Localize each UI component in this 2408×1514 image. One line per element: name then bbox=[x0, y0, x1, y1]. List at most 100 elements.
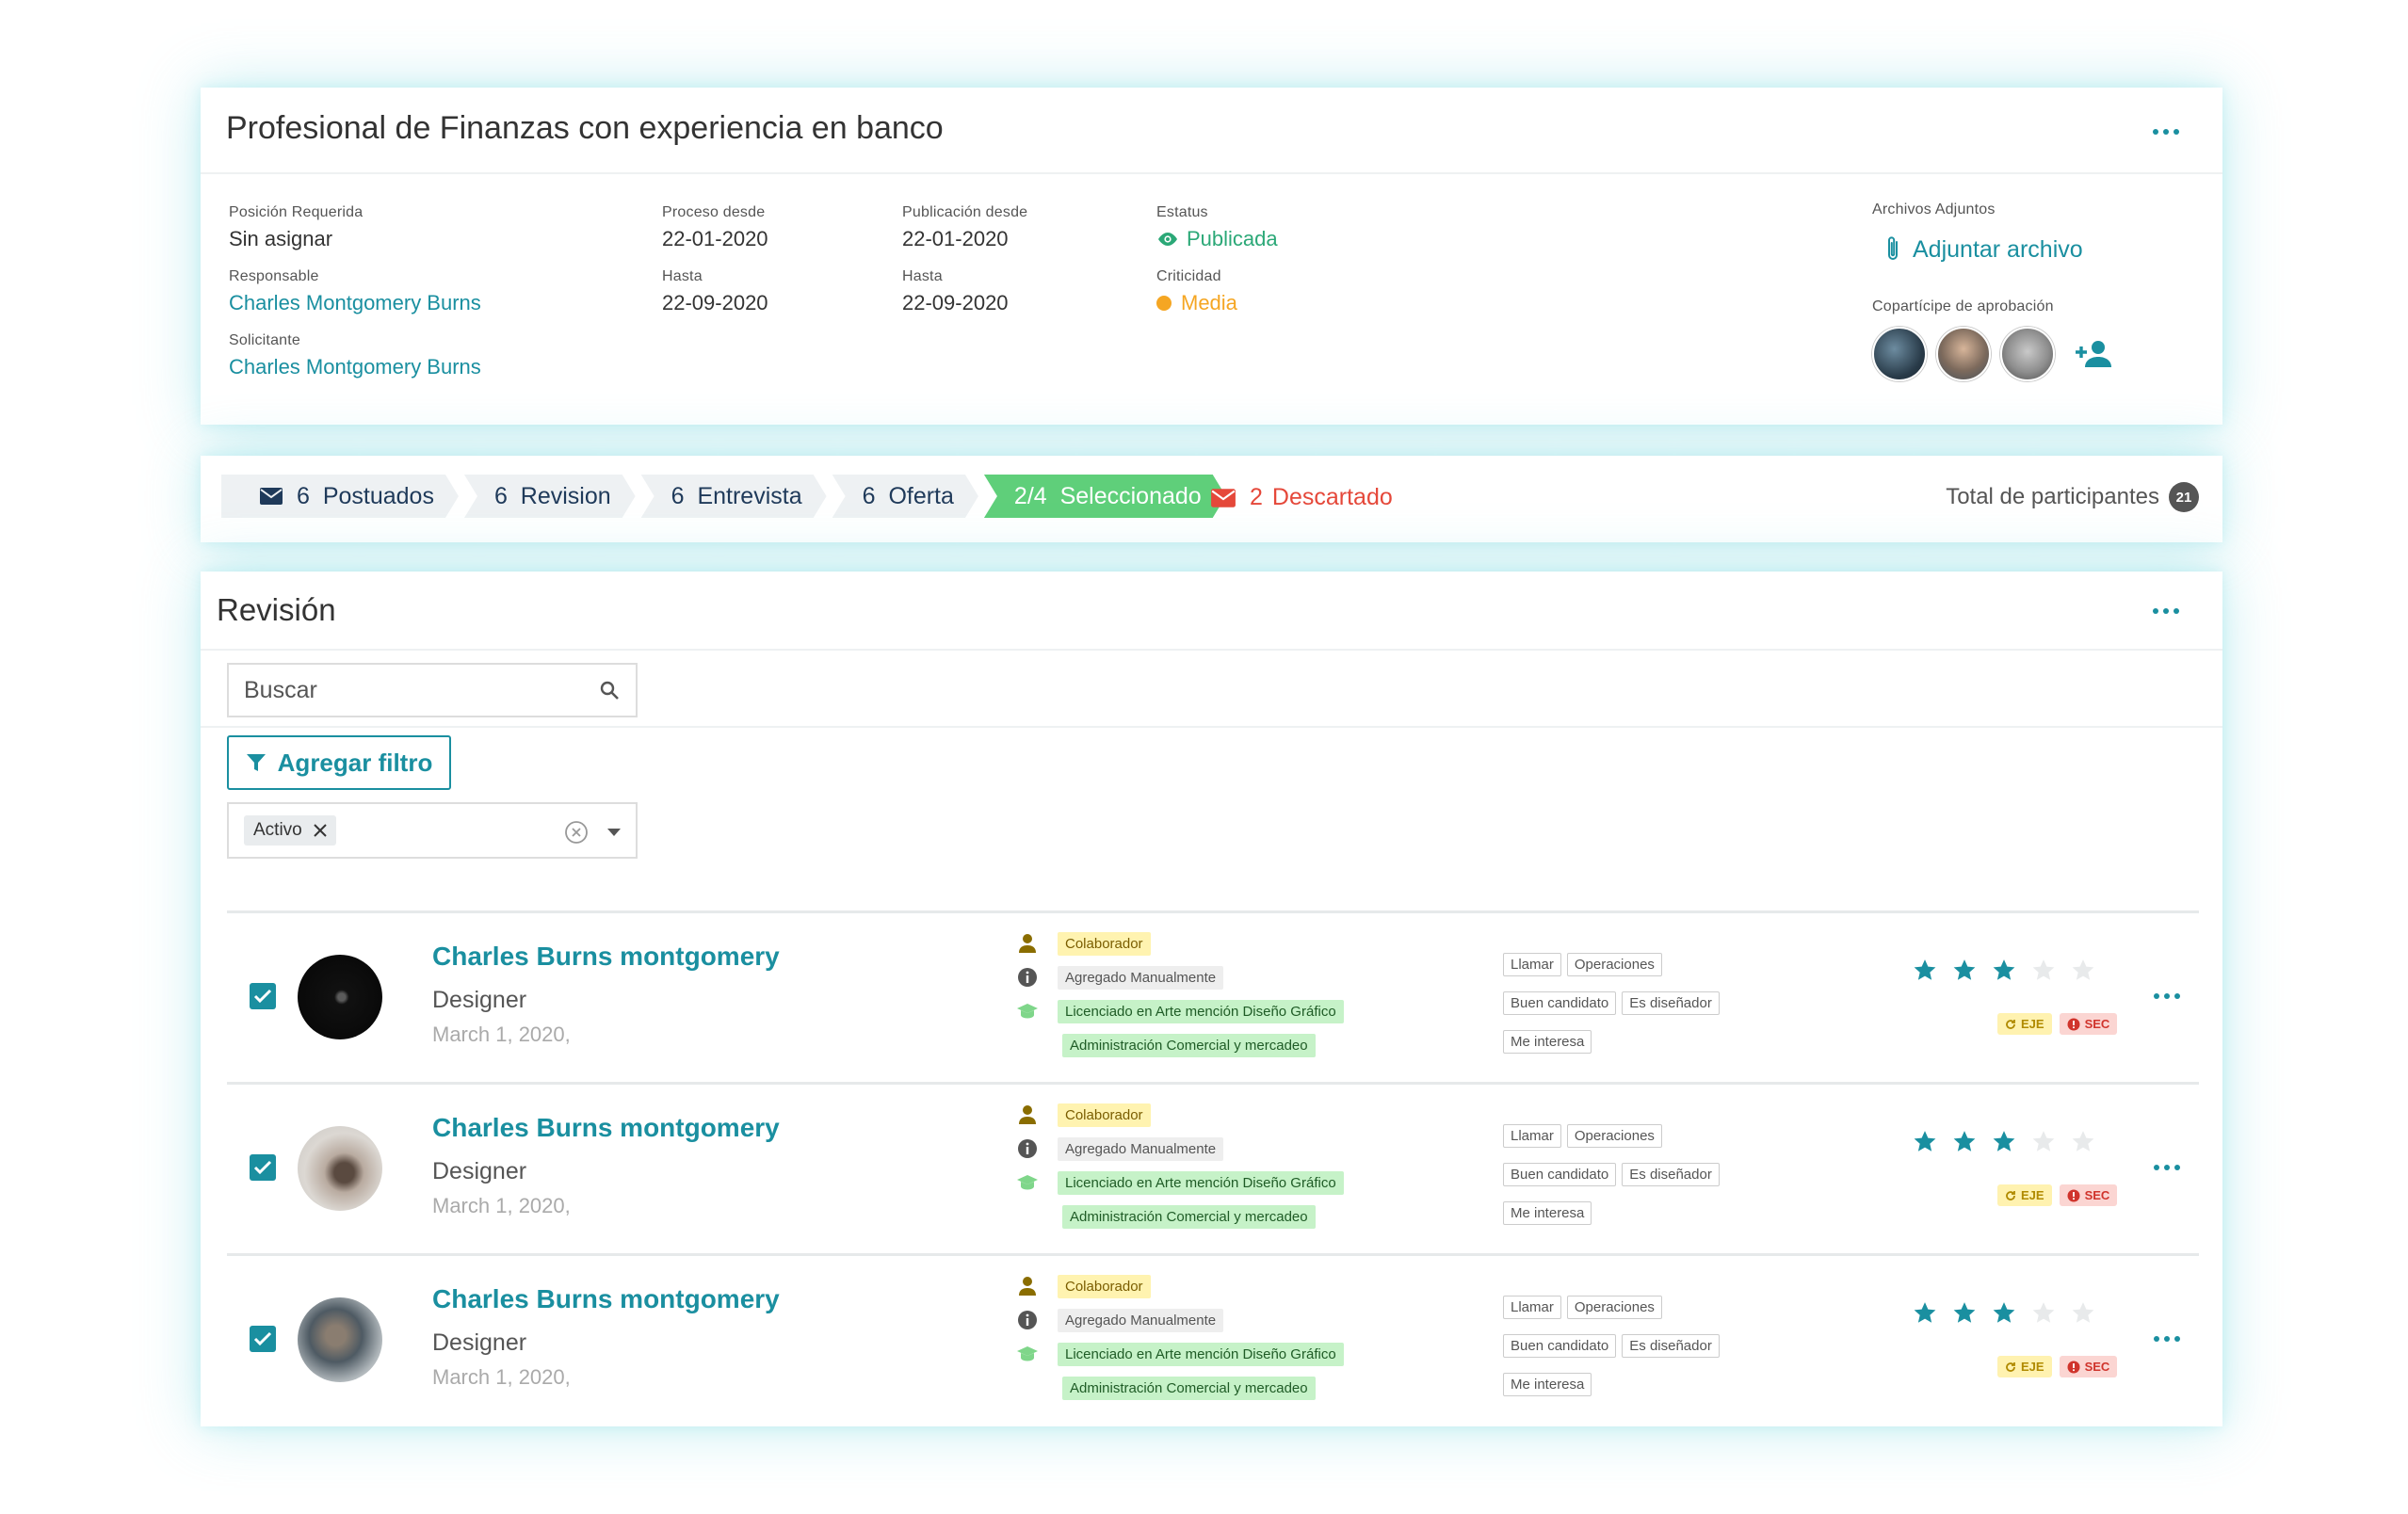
publicacion-value: 22-01-2020 bbox=[902, 227, 1009, 250]
keyword-tag[interactable]: Llamar bbox=[1503, 953, 1561, 976]
clear-circle-icon[interactable] bbox=[564, 820, 589, 845]
stage-label: Revision bbox=[520, 482, 611, 509]
keyword-tag[interactable]: Me interesa bbox=[1503, 1030, 1592, 1054]
stage-seleccionado[interactable]: 2/4 Seleccionado bbox=[984, 475, 1226, 518]
estatus-label: Estatus bbox=[1156, 204, 1208, 220]
candidate-more-menu-icon[interactable] bbox=[2148, 1158, 2186, 1177]
candidate-keywords: Llamar Operaciones Buen candidato Es diseña… bbox=[1503, 1124, 1767, 1225]
search-icon[interactable] bbox=[598, 679, 621, 701]
review-card: Revisión Agregar filtro Activo Charles B… bbox=[201, 572, 2222, 1426]
job-more-menu-icon[interactable] bbox=[2147, 122, 2185, 141]
candidate-name-link[interactable]: Charles Burns montgomery bbox=[432, 1284, 780, 1313]
tag-colaborador: Colaborador bbox=[1058, 1103, 1151, 1127]
solicitante-link[interactable]: Charles Montgomery Burns bbox=[229, 355, 481, 378]
candidate-role: Designer bbox=[432, 987, 527, 1013]
keyword-tag[interactable]: Es diseñador bbox=[1622, 991, 1720, 1015]
field-estatus: Estatus Publicada bbox=[1156, 204, 1278, 251]
estatus-text: Publicada bbox=[1187, 227, 1278, 250]
paperclip-icon bbox=[1888, 236, 1898, 260]
add-person-icon[interactable] bbox=[2074, 339, 2113, 369]
candidate-role: Designer bbox=[432, 1158, 527, 1184]
star-icon[interactable] bbox=[1913, 1301, 1937, 1325]
star-icon[interactable] bbox=[1952, 1130, 1977, 1153]
star-icon[interactable] bbox=[1952, 1301, 1977, 1325]
keyword-tag[interactable]: Es diseñador bbox=[1622, 1163, 1720, 1186]
stage-oferta[interactable]: 6 Oferta bbox=[832, 475, 978, 518]
candidate-badges: EJE SEC bbox=[1997, 1184, 2118, 1206]
candidate-checkbox[interactable] bbox=[250, 1154, 276, 1181]
active-filter-chip: Activo bbox=[244, 815, 336, 846]
tag-colaborador: Colaborador bbox=[1058, 1274, 1151, 1298]
rating-stars[interactable] bbox=[1913, 1301, 2095, 1325]
stage-entrevista[interactable]: 6 Entrevista bbox=[641, 475, 827, 518]
candidate-checkbox[interactable] bbox=[250, 983, 276, 1009]
total-label: Total de participantes bbox=[1946, 484, 2159, 509]
approver-avatar[interactable] bbox=[2000, 327, 2055, 381]
star-icon[interactable] bbox=[2071, 1130, 2095, 1153]
stage-descartado[interactable]: 2 Descartado bbox=[1210, 484, 1393, 511]
star-icon[interactable] bbox=[2071, 958, 2095, 982]
tag-agregado: Agregado Manualmente bbox=[1058, 1136, 1224, 1161]
star-icon[interactable] bbox=[2031, 1301, 2056, 1325]
keyword-tag[interactable]: Me interesa bbox=[1503, 1201, 1592, 1225]
publicacion-label: Publicación desde bbox=[902, 204, 1028, 220]
stage-count: 2/4 bbox=[1013, 482, 1047, 509]
stage-count: 6 bbox=[297, 482, 310, 509]
attachments-section: Archivos Adjuntos bbox=[1872, 201, 1996, 218]
keyword-tag[interactable]: Buen candidato bbox=[1503, 1163, 1617, 1186]
graduation-cap-icon bbox=[1017, 1004, 1038, 1019]
keyword-tag[interactable]: Operaciones bbox=[1566, 1296, 1662, 1319]
proceso-value: 22-01-2020 bbox=[662, 227, 768, 250]
candidate-row[interactable]: Charles Burns montgomery Designer March 1,… bbox=[227, 1082, 2199, 1253]
eye-icon bbox=[1158, 233, 1177, 246]
candidate-checkbox[interactable] bbox=[250, 1326, 276, 1352]
candidate-tags: Colaborador Agregado Manualmente Licenciad… bbox=[1016, 1098, 1393, 1233]
person-icon bbox=[1019, 934, 1036, 953]
field-posicion: Posición Requerida Sin asignar bbox=[229, 204, 363, 251]
star-icon[interactable] bbox=[1913, 1130, 1937, 1153]
star-icon[interactable] bbox=[1992, 958, 2016, 982]
star-icon[interactable] bbox=[1952, 958, 1977, 982]
candidate-name-link[interactable]: Charles Burns montgomery bbox=[432, 1113, 780, 1142]
stage-label: Entrevista bbox=[697, 482, 802, 509]
approver-avatar[interactable] bbox=[1936, 327, 1991, 381]
close-icon[interactable] bbox=[314, 824, 327, 837]
candidate-row[interactable]: Charles Burns montgomery Designer March 1,… bbox=[227, 910, 2199, 1082]
candidate-more-menu-icon[interactable] bbox=[2148, 987, 2186, 1006]
approvers-label: Copartícipe de aprobación bbox=[1872, 298, 2054, 314]
status-select[interactable]: Activo bbox=[227, 802, 638, 859]
stage-postulados[interactable]: 6 Postuados bbox=[221, 475, 459, 518]
chevron-down-icon[interactable] bbox=[607, 829, 621, 836]
rating-stars[interactable] bbox=[1913, 958, 2095, 982]
keyword-tag[interactable]: Me interesa bbox=[1503, 1373, 1592, 1396]
search-input[interactable] bbox=[244, 676, 598, 704]
keyword-tag[interactable]: Llamar bbox=[1503, 1296, 1561, 1319]
rating-stars[interactable] bbox=[1913, 1130, 2095, 1153]
keyword-tag[interactable]: Operaciones bbox=[1566, 953, 1662, 976]
star-icon[interactable] bbox=[2031, 1130, 2056, 1153]
candidate-more-menu-icon[interactable] bbox=[2148, 1329, 2186, 1348]
candidate-name-link[interactable]: Charles Burns montgomery bbox=[432, 942, 780, 971]
star-icon[interactable] bbox=[1992, 1301, 2016, 1325]
pipeline-card: 6 Postuados 6 Revision 6 Entrevista 6 Of… bbox=[201, 456, 2222, 542]
add-filter-button[interactable]: Agregar filtro bbox=[227, 735, 451, 790]
star-icon[interactable] bbox=[2071, 1301, 2095, 1325]
star-icon[interactable] bbox=[2031, 958, 2056, 982]
stage-revision[interactable]: 6 Revision bbox=[464, 475, 636, 518]
review-more-menu-icon[interactable] bbox=[2147, 602, 2185, 620]
tag-education: Licenciado en Arte mención Diseño Gráfic… bbox=[1058, 1170, 1344, 1195]
keyword-tag[interactable]: Es diseñador bbox=[1622, 1334, 1720, 1358]
criticidad-value: Media bbox=[1156, 291, 1237, 315]
candidate-row[interactable]: Charles Burns montgomery Designer March 1,… bbox=[227, 1253, 2199, 1425]
keyword-tag[interactable]: Buen candidato bbox=[1503, 1334, 1617, 1358]
attach-file-button[interactable]: Adjuntar archivo bbox=[1884, 235, 2083, 264]
star-icon[interactable] bbox=[1992, 1130, 2016, 1153]
keyword-tag[interactable]: Buen candidato bbox=[1503, 991, 1617, 1015]
star-icon[interactable] bbox=[1913, 958, 1937, 982]
keyword-tag[interactable]: Operaciones bbox=[1566, 1124, 1662, 1148]
keyword-tag[interactable]: Llamar bbox=[1503, 1124, 1561, 1148]
filter-icon bbox=[246, 754, 266, 771]
attach-file-label: Adjuntar archivo bbox=[1913, 235, 2083, 263]
responsable-link[interactable]: Charles Montgomery Burns bbox=[229, 291, 481, 314]
approver-avatar[interactable] bbox=[1872, 327, 1927, 381]
